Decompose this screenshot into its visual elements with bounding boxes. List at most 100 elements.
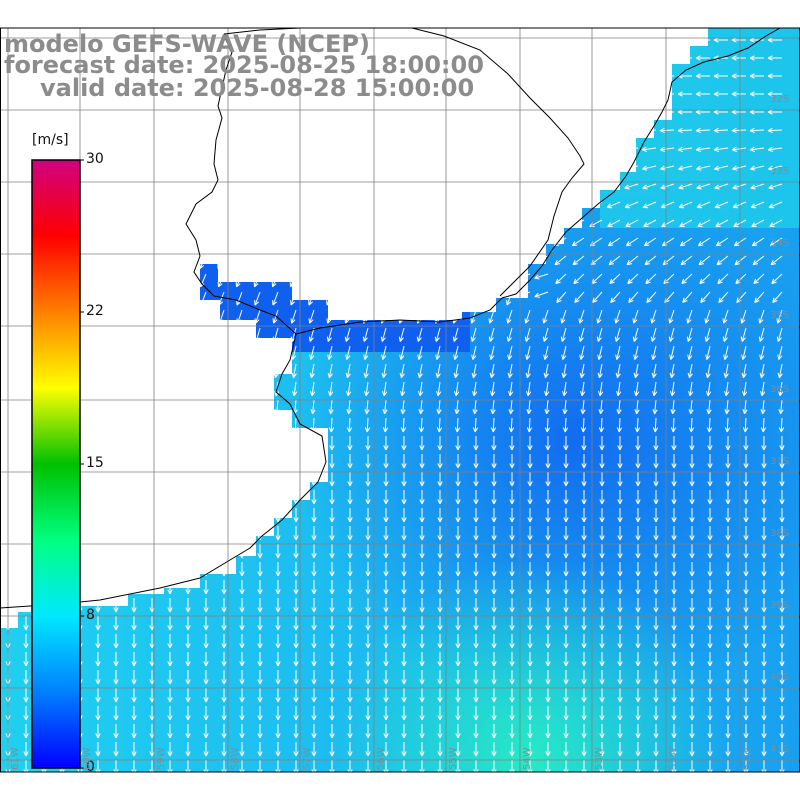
- wind-arrow: [401, 598, 407, 613]
- wind-arrow: [509, 688, 515, 703]
- latitude-label: 32S: [770, 94, 790, 105]
- wind-arrow: [383, 688, 389, 703]
- wind-arrow: [95, 652, 101, 667]
- wind-arrow: [437, 435, 443, 451]
- wind-arrow: [671, 454, 677, 469]
- wind-arrow: [580, 417, 587, 433]
- wind-arrow: [167, 742, 173, 757]
- wind-arrow: [653, 670, 659, 685]
- wind-arrow: [131, 724, 137, 739]
- wind-arrow: [272, 291, 279, 306]
- wind-arrow: [689, 688, 695, 703]
- wind-arrow: [671, 508, 677, 523]
- wind-arrow: [455, 634, 461, 649]
- wind-arrow: [581, 490, 587, 505]
- wind-arrow: [725, 616, 731, 631]
- wind-arrow: [778, 417, 785, 433]
- wind-arrow: [473, 670, 479, 685]
- wind-arrow: [758, 327, 765, 342]
- wind-arrow: [221, 652, 227, 667]
- wind-arrow: [347, 435, 353, 451]
- wind-arrow: [275, 616, 281, 631]
- wind-arrow: [491, 724, 497, 739]
- wind-arrow: [751, 219, 765, 228]
- wind-arrow: [131, 688, 137, 703]
- wind-arrow: [689, 562, 695, 577]
- wind-arrow: [770, 255, 783, 266]
- wind-arrow: [203, 742, 209, 757]
- wind-arrow: [725, 454, 731, 469]
- wind-arrow: [23, 724, 29, 739]
- wind-arrow: [399, 363, 405, 379]
- wind-arrow: [473, 526, 479, 541]
- wind-arrow: [491, 742, 497, 757]
- wind-arrow: [329, 598, 335, 613]
- wind-arrow: [713, 127, 729, 134]
- wind-arrow: [401, 688, 407, 703]
- wind-arrow: [679, 237, 693, 247]
- wind-arrow: [562, 417, 569, 433]
- wind-arrow: [437, 562, 443, 577]
- wind-arrow: [455, 598, 461, 613]
- wind-arrow: [581, 652, 587, 667]
- wind-arrow: [778, 399, 784, 415]
- wind-arrow: [167, 616, 173, 631]
- wind-arrow: [365, 742, 371, 757]
- wind-arrow: [491, 580, 497, 595]
- wind-arrow: [365, 706, 371, 721]
- wind-arrow: [534, 291, 549, 298]
- wind-arrow: [345, 345, 351, 360]
- wind-arrow: [724, 417, 731, 433]
- wind-arrow: [778, 381, 784, 397]
- wind-arrow: [491, 634, 497, 649]
- wind-arrow: [383, 580, 389, 595]
- wind-arrow: [545, 670, 551, 685]
- wind-arrow: [311, 598, 317, 613]
- wind-arrow: [437, 454, 443, 469]
- wind-arrow: [732, 165, 747, 171]
- wind-arrow: [617, 670, 623, 685]
- wind-arrow: [185, 742, 191, 757]
- wind-arrow: [743, 526, 749, 541]
- wind-arrow: [329, 652, 335, 667]
- wind-arrow: [581, 634, 587, 649]
- wind-arrow: [453, 363, 459, 379]
- wind-arrow: [417, 345, 423, 360]
- wind-arrow: [416, 327, 423, 342]
- wind-arrow: [581, 472, 587, 487]
- wind-arrow: [509, 526, 515, 541]
- wind-arrow: [768, 183, 783, 190]
- wind-arrow: [779, 490, 785, 505]
- wind-arrow: [581, 742, 587, 757]
- wind-arrow: [491, 562, 497, 577]
- wind-arrow: [347, 454, 353, 469]
- wind-arrow: [275, 634, 281, 649]
- wind-arrow: [473, 616, 479, 631]
- wind-arrow: [527, 652, 533, 667]
- wind-arrow: [509, 472, 515, 487]
- wind-arrow: [761, 616, 767, 631]
- wind-arrow: [689, 508, 695, 523]
- wind-arrow: [526, 381, 532, 397]
- wind-arrow: [777, 363, 783, 379]
- wind-arrow: [185, 706, 191, 721]
- wind-arrow: [682, 291, 693, 303]
- wind-arrow: [491, 706, 497, 721]
- wind-arrow: [563, 544, 569, 559]
- wind-arrow: [455, 490, 461, 505]
- wind-arrow: [697, 219, 711, 228]
- wind-arrow: [677, 91, 692, 97]
- wind-arrow: [634, 381, 640, 397]
- wind-arrow: [309, 363, 315, 379]
- wind-arrow: [704, 309, 711, 324]
- wind-arrow: [705, 363, 711, 379]
- wind-arrow: [491, 544, 497, 559]
- wind-arrow: [455, 472, 461, 487]
- wind-arrow: [419, 742, 425, 757]
- wind-arrow: [671, 544, 677, 559]
- wind-arrow: [509, 490, 515, 505]
- wind-arrow: [437, 652, 443, 667]
- wind-arrow: [329, 435, 335, 451]
- wind-arrow: [563, 472, 569, 487]
- wind-arrow: [419, 670, 425, 685]
